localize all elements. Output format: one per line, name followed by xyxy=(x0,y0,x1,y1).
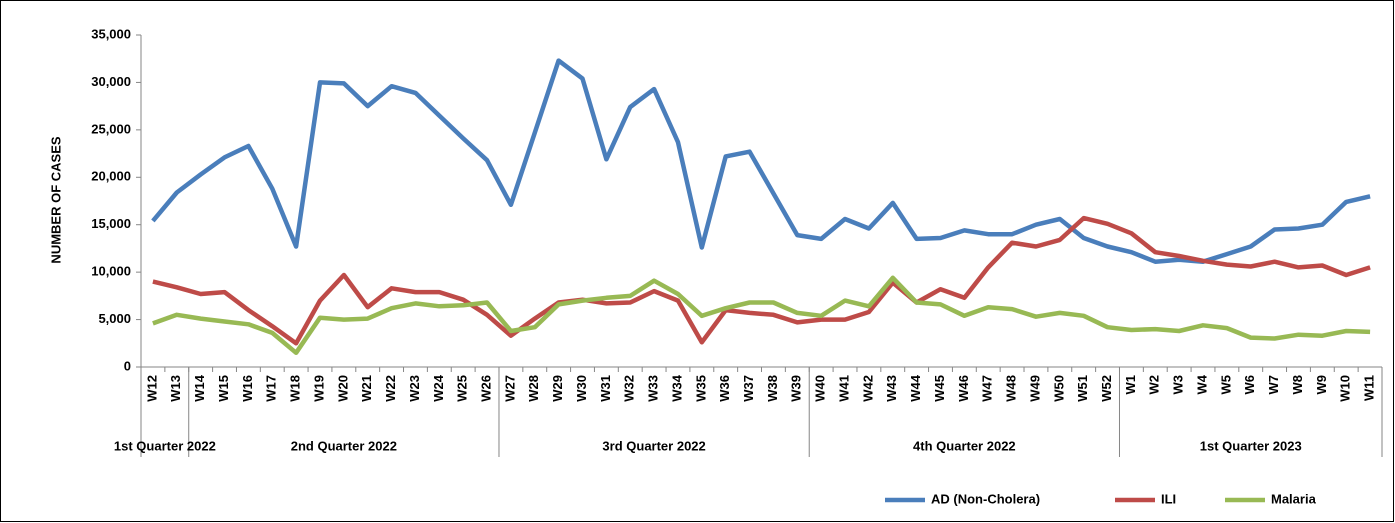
y-tick-label: 15,000 xyxy=(91,216,131,231)
x-tick-label: W13 xyxy=(168,375,183,402)
y-axis-title: NUMBER OF CASES xyxy=(48,136,63,263)
x-tick-label: W9 xyxy=(1314,375,1329,395)
x-tick-label: W22 xyxy=(383,375,398,402)
x-tick-label: W36 xyxy=(717,375,732,402)
y-tick-label: 10,000 xyxy=(91,264,131,279)
group-label: 1st Quarter 2022 xyxy=(114,438,216,453)
series-line xyxy=(151,58,1371,264)
y-tick-label: 20,000 xyxy=(91,169,131,184)
x-tick-label: W43 xyxy=(884,375,899,402)
x-tick-label: W16 xyxy=(240,375,255,402)
y-tick-label: 25,000 xyxy=(91,121,131,136)
x-tick-label: W3 xyxy=(1171,375,1186,395)
x-tick-label: W18 xyxy=(288,375,303,402)
x-tick-label: W52 xyxy=(1099,375,1114,402)
x-tick-label: W32 xyxy=(622,375,637,402)
x-tick-label: W12 xyxy=(144,375,159,402)
legend-label: Malaria xyxy=(1271,491,1317,506)
x-tick-label: W31 xyxy=(598,375,613,402)
x-tick-label: W35 xyxy=(693,375,708,402)
x-tick-label: W39 xyxy=(789,375,804,402)
x-tick-label: W11 xyxy=(1362,375,1377,401)
x-tick-label: W7 xyxy=(1266,375,1281,395)
x-tick-label: W19 xyxy=(311,375,326,402)
x-tick-label: W5 xyxy=(1218,375,1233,395)
series-line xyxy=(152,275,1371,356)
x-tick-label: W51 xyxy=(1075,375,1090,402)
legend-label: AD (Non-Cholera) xyxy=(931,491,1040,506)
x-tick-label: W23 xyxy=(407,375,422,402)
x-tick-label: W44 xyxy=(908,374,923,402)
x-tick-label: W6 xyxy=(1242,375,1257,395)
y-tick-label: 0 xyxy=(124,358,131,373)
x-tick-label: W40 xyxy=(813,375,828,402)
y-tick-label: 35,000 xyxy=(91,26,131,41)
y-tick-label: 30,000 xyxy=(91,74,131,89)
x-tick-label: W24 xyxy=(431,374,446,402)
group-label: 2nd Quarter 2022 xyxy=(291,438,397,453)
x-tick-label: W33 xyxy=(646,375,661,402)
x-tick-label: W30 xyxy=(574,375,589,402)
x-tick-label: W41 xyxy=(836,375,851,402)
x-tick-label: W34 xyxy=(669,374,684,402)
x-tick-label: W10 xyxy=(1338,375,1353,402)
x-tick-label: W42 xyxy=(860,375,875,402)
x-tick-label: W28 xyxy=(526,375,541,402)
x-tick-label: W21 xyxy=(359,375,374,402)
x-tick-label: W50 xyxy=(1051,375,1066,402)
y-tick-label: 5,000 xyxy=(98,311,131,326)
group-label: 4th Quarter 2022 xyxy=(913,438,1016,453)
group-label: 1st Quarter 2023 xyxy=(1200,438,1302,453)
x-tick-label: W49 xyxy=(1027,375,1042,402)
group-label: 3rd Quarter 2022 xyxy=(602,438,705,453)
x-tick-label: W15 xyxy=(216,375,231,402)
x-tick-label: W20 xyxy=(335,375,350,402)
legend-label: ILI xyxy=(1161,491,1176,506)
x-tick-label: W14 xyxy=(192,374,207,402)
x-tick-label: W38 xyxy=(765,375,780,402)
x-tick-label: W4 xyxy=(1194,374,1209,394)
x-tick-label: W26 xyxy=(478,375,493,402)
series-line xyxy=(152,215,1371,346)
x-tick-label: W27 xyxy=(502,375,517,402)
x-tick-label: W25 xyxy=(455,375,470,402)
x-tick-label: W46 xyxy=(956,375,971,402)
x-tick-label: W2 xyxy=(1147,375,1162,395)
x-tick-label: W17 xyxy=(264,375,279,402)
x-tick-label: W45 xyxy=(932,375,947,402)
x-tick-label: W48 xyxy=(1004,375,1019,402)
x-tick-label: W8 xyxy=(1290,375,1305,395)
x-tick-label: W37 xyxy=(741,375,756,402)
x-tick-label: W47 xyxy=(980,375,995,402)
x-tick-label: W29 xyxy=(550,375,565,402)
x-tick-label: W1 xyxy=(1123,375,1138,395)
